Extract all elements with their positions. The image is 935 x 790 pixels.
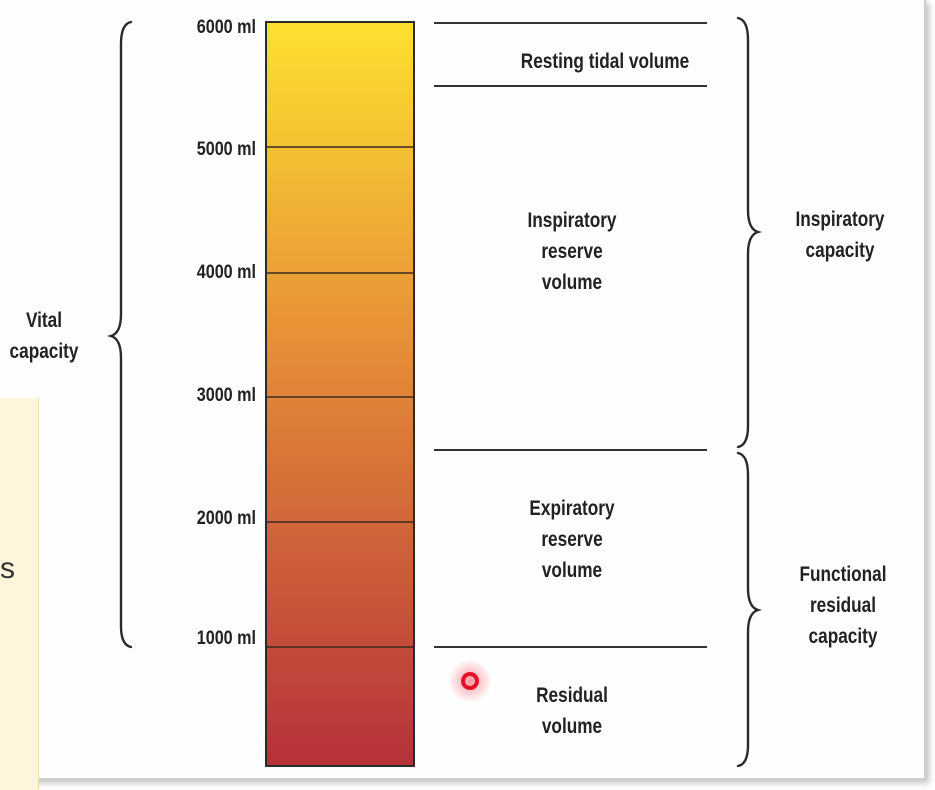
inspiratory-capacity-label: Inspiratory capacity (795, 208, 885, 262)
pointer-marker (461, 672, 479, 690)
bar-gridlines (266, 146, 414, 648)
tick-label-2000: 2000 ml (196, 508, 256, 529)
side-note-text: s (0, 552, 15, 585)
resting-tidal-volume-label: Resting tidal volume (520, 50, 690, 73)
volume-divider-lines (434, 22, 707, 648)
inspiratory-capacity-brace (736, 16, 763, 449)
tick-label-3000: 3000 ml (196, 385, 256, 406)
tick-label-1000: 1000 ml (196, 628, 256, 649)
tick-label-4000: 4000 ml (196, 262, 256, 283)
expiratory-reserve-volume-label: Expiratory reserve volume (529, 497, 615, 582)
side-note-panel (0, 398, 39, 790)
pointer-glow (448, 659, 492, 703)
functional-residual-capacity-brace (736, 451, 763, 768)
functional-residual-capacity-label: Functional residual capacity (799, 563, 887, 648)
volume-bar (265, 21, 415, 767)
tick-label-6000: 6000 ml (196, 17, 256, 38)
slide-frame (0, 0, 926, 780)
vital-capacity-brace (106, 20, 133, 649)
residual-volume-label: Residual volume (536, 684, 608, 738)
tick-label-5000: 5000 ml (196, 139, 256, 160)
vital-capacity-label: Vital capacity (9, 309, 79, 363)
inspiratory-reserve-volume-label: Inspiratory reserve volume (527, 209, 617, 294)
